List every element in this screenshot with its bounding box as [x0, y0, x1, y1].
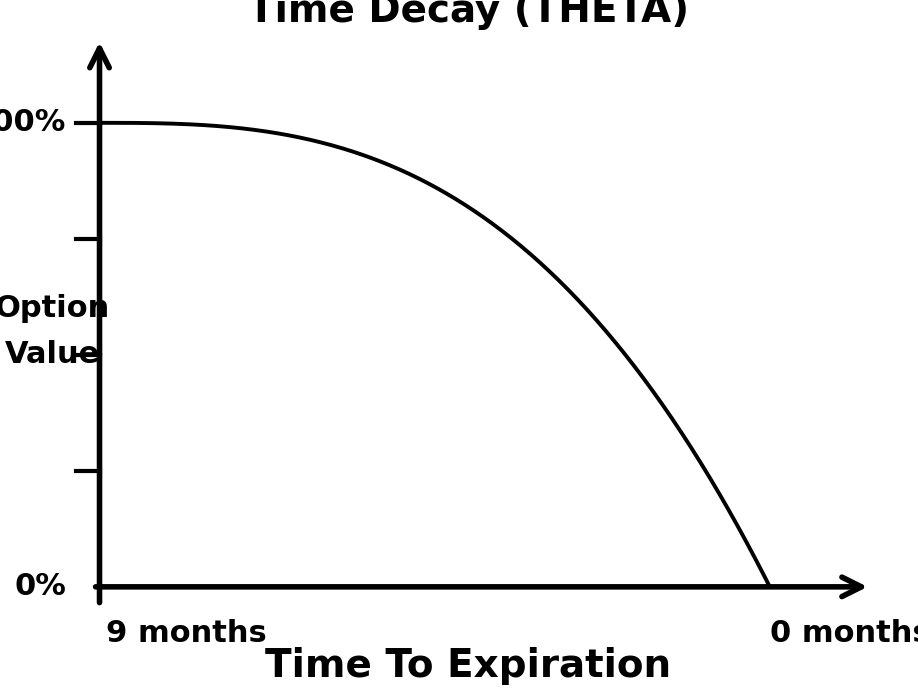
- Text: 100%: 100%: [0, 108, 66, 138]
- Text: 9 months: 9 months: [106, 619, 267, 648]
- Text: Option: Option: [0, 294, 110, 323]
- Text: Value: Value: [5, 341, 100, 369]
- Text: Time Decay (THETA): Time Decay (THETA): [248, 0, 688, 30]
- Text: 0%: 0%: [14, 572, 66, 601]
- Text: Time To Expiration: Time To Expiration: [265, 647, 671, 685]
- Text: 0 months: 0 months: [770, 619, 918, 648]
